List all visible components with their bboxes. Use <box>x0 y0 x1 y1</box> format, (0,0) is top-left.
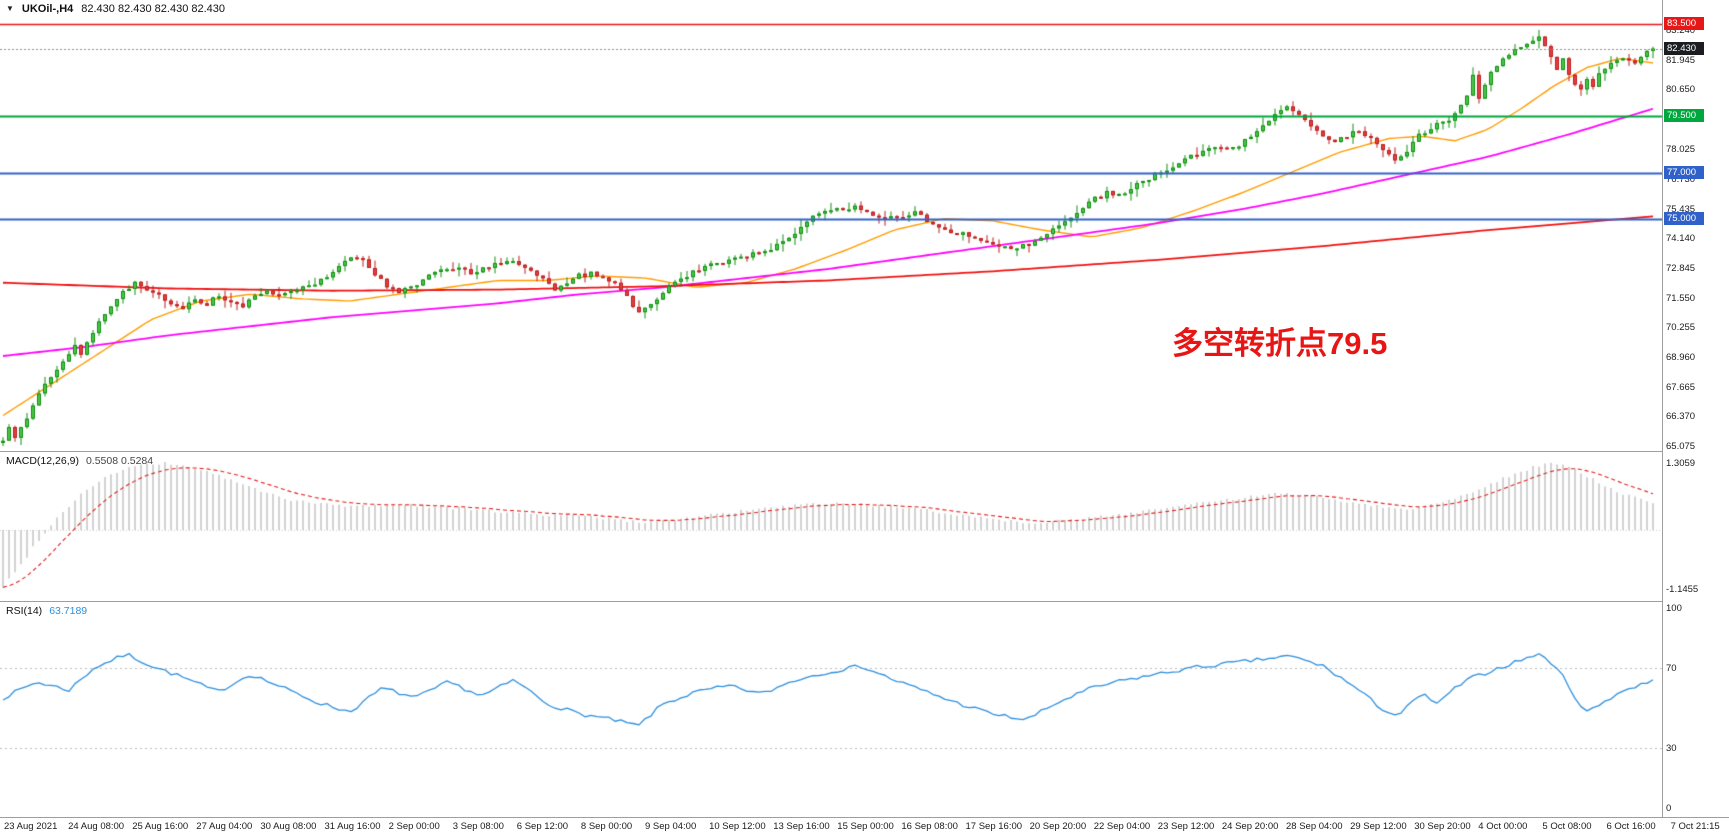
price-tick-label: 81.945 <box>1666 54 1696 66</box>
price-line-label[interactable]: 79.500 <box>1664 108 1704 122</box>
time-tick-label: 2 Sep 00:00 <box>388 821 440 832</box>
macd-name: MACD(12,26,9) <box>6 455 79 467</box>
panel-separator[interactable] <box>0 451 1729 452</box>
symbol-title: UKOil-,H4 <box>21 3 74 15</box>
price-tick-label: 72.845 <box>1666 262 1696 274</box>
time-axis[interactable]: 23 Aug 2021 24 Aug 08:00 25 Aug 16:00 27 Au… <box>0 817 1729 833</box>
time-tick-label: 30 Aug 08:00 <box>260 821 317 832</box>
time-tick-label: 4 Oct 00:00 <box>1478 821 1528 832</box>
time-tick-label: 29 Sep 12:00 <box>1350 821 1407 832</box>
rsi-name: RSI(14) <box>6 605 43 617</box>
price-tick-label: 76.730 <box>1666 174 1696 186</box>
price-line-label[interactable]: 77.000 <box>1664 165 1704 179</box>
price-tick-label: 65.075 <box>1666 440 1696 452</box>
chart-header: ▼ UKOil-,H4 82.430 82.430 82.430 82.430 <box>6 3 225 15</box>
time-tick-label: 16 Sep 08:00 <box>901 821 958 832</box>
time-tick-label: 9 Sep 04:00 <box>645 821 697 832</box>
time-tick-label: 20 Sep 20:00 <box>1029 821 1087 832</box>
rsi-tick-label: 30 <box>1666 743 1677 754</box>
time-tick-label: 7 Oct 21:15 <box>1670 821 1720 832</box>
rsi-indicator-label: RSI(14) 63.7189 <box>6 605 87 617</box>
annotation-note[interactable]: 多空转折点79.5 <box>1172 326 1388 361</box>
time-tick-label: 3 Sep 08:00 <box>452 821 504 832</box>
price-tick-label: 67.665 <box>1666 381 1696 393</box>
time-tick-label: 24 Aug 08:00 <box>68 821 125 832</box>
rsi-tick-label: 0 <box>1666 803 1672 814</box>
price-tick-label: 83.240 <box>1666 24 1696 36</box>
rsi-value: 63.7189 <box>49 605 88 617</box>
rsi-tick-label: 100 <box>1666 603 1682 614</box>
time-tick-label: 17 Sep 16:00 <box>965 821 1023 832</box>
time-tick-label: 25 Aug 16:00 <box>132 821 189 832</box>
time-tick-label: 15 Sep 00:00 <box>837 821 894 832</box>
price-tick-label: 75.435 <box>1666 203 1696 215</box>
price-chart-canvas[interactable] <box>0 0 1662 451</box>
price-tick-label: 80.650 <box>1666 84 1696 96</box>
price-line-label[interactable]: 83.500 <box>1664 17 1704 31</box>
time-tick-label: 30 Sep 20:00 <box>1414 821 1471 832</box>
price-axis[interactable]: 83.240 81.945 80.650 78.025 76.730 75.435 74.1… <box>1662 0 1729 817</box>
time-tick-label: 23 Sep 12:00 <box>1157 821 1215 832</box>
time-tick-label: 28 Sep 04:00 <box>1286 821 1343 832</box>
price-tick-label: 68.960 <box>1666 351 1696 363</box>
rsi-tick-label: 70 <box>1666 663 1677 674</box>
ohlc-readout: 82.430 82.430 82.430 82.430 <box>81 3 226 15</box>
rsi-panel-canvas[interactable] <box>0 602 1662 816</box>
time-tick-label: 8 Sep 00:00 <box>580 821 633 832</box>
time-tick-label: 5 Oct 08:00 <box>1542 821 1592 832</box>
macd-indicator-label: MACD(12,26,9) 0.5508 0.5284 <box>6 455 153 467</box>
price-line-label[interactable]: 75.000 <box>1664 211 1704 225</box>
time-tick-label: 6 Oct 16:00 <box>1606 821 1656 832</box>
price-tick-label: 66.370 <box>1666 411 1696 423</box>
price-line-label[interactable]: 82.430 <box>1664 41 1704 55</box>
price-tick-label: 74.140 <box>1666 233 1696 245</box>
time-tick-label: 23 Aug 2021 <box>4 821 58 832</box>
time-tick-label: 27 Aug 04:00 <box>196 821 253 832</box>
macd-tick-label: -1.1455 <box>1666 583 1699 595</box>
panel-separator[interactable] <box>0 601 1729 602</box>
time-tick-label: 22 Sep 04:00 <box>1093 821 1151 832</box>
time-tick-label: 31 Aug 16:00 <box>324 821 381 832</box>
price-tick-label: 71.550 <box>1666 292 1696 304</box>
symbol-dropdown-icon[interactable]: ▼ <box>6 4 14 13</box>
time-tick-label: 24 Sep 20:00 <box>1221 821 1279 832</box>
macd-tick-label: 1.3059 <box>1666 458 1696 469</box>
price-tick-label: 78.025 <box>1666 144 1696 156</box>
price-tick-label: 70.255 <box>1666 322 1696 334</box>
time-tick-label: 10 Sep 12:00 <box>709 821 766 832</box>
time-tick-label: 6 Sep 12:00 <box>516 821 569 832</box>
macd-values: 0.5508 0.5284 <box>85 455 154 467</box>
macd-panel-canvas[interactable] <box>0 452 1662 601</box>
time-tick-label: 13 Sep 16:00 <box>773 821 830 832</box>
